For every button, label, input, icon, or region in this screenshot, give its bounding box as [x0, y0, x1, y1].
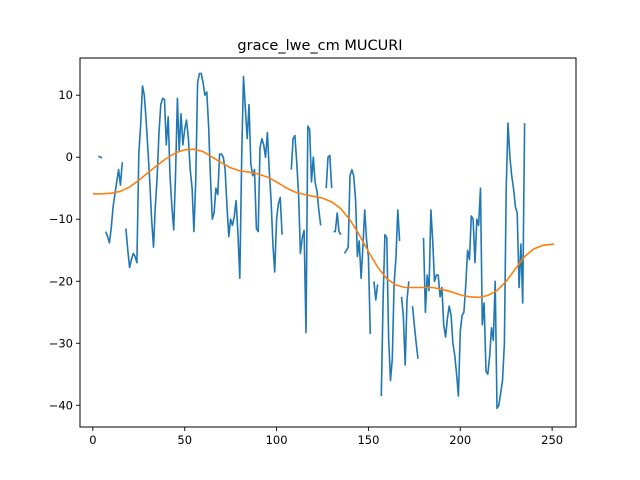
series-0-line-segment-1 — [104, 162, 124, 244]
y-axis: −40 −30 −20 −10 0 10 — [49, 88, 80, 412]
series-1-line-segment-0 — [92, 148, 555, 299]
x-tick-label: 0 — [89, 433, 96, 447]
y-tick-label: −40 — [49, 398, 73, 412]
series-0-line-segment-2 — [125, 72, 283, 279]
chart-title: grace_lwe_cm MUCURI — [237, 38, 402, 54]
series-0-line-segment-3 — [290, 125, 322, 334]
series-0-line-segment-9 — [400, 281, 410, 366]
x-tick-label: 200 — [449, 433, 471, 447]
series-0-line-segment-8 — [380, 209, 401, 397]
x-tick-label: 150 — [357, 433, 379, 447]
series-0-line-segment-5 — [333, 212, 342, 236]
series-0-line-segment-10 — [411, 306, 419, 359]
series-0-line-segment-6 — [343, 168, 372, 335]
x-tick-label: 250 — [541, 433, 563, 447]
y-tick-label: −10 — [49, 212, 73, 226]
plot-area — [92, 72, 555, 410]
y-tick-label: 0 — [66, 150, 73, 164]
x-tick-label: 100 — [266, 433, 288, 447]
x-tick-label: 50 — [177, 433, 192, 447]
x-axis: 0 50 100 150 200 250 — [89, 427, 563, 447]
y-tick-label: 10 — [58, 88, 73, 102]
series-0-line-segment-4 — [325, 154, 333, 189]
y-tick-label: −30 — [49, 336, 73, 350]
series-0-line-segment-7 — [373, 281, 379, 301]
series-0-line-segment-0 — [97, 155, 103, 159]
plot-frame — [79, 57, 577, 428]
y-tick-label: −20 — [49, 274, 73, 288]
series-0-line-segment-11 — [422, 122, 526, 410]
